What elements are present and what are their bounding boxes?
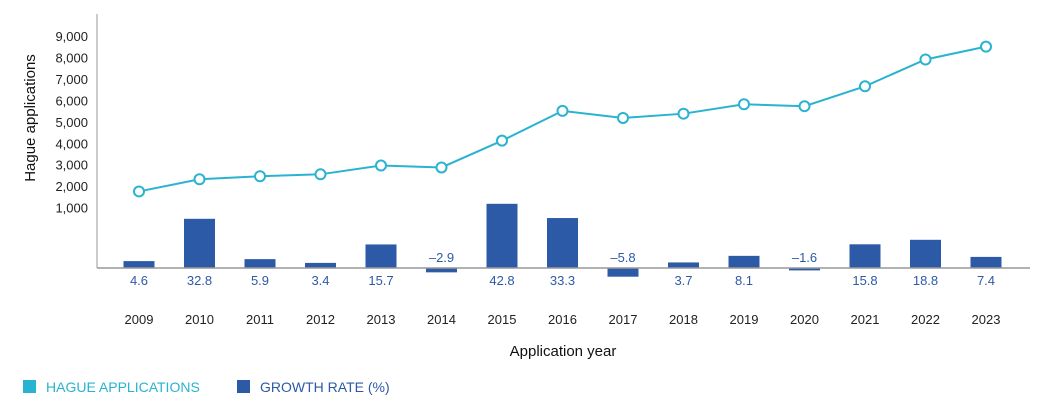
- growth-label-2018: 3.7: [674, 273, 692, 288]
- growth-bar-2013: [366, 244, 397, 268]
- y-tick-label: 6,000: [55, 93, 88, 108]
- x-tick-label: 2011: [246, 312, 274, 327]
- growth-label-2009: 4.6: [130, 273, 148, 288]
- hague-point-2012: [316, 169, 326, 179]
- y-tick-label: 3,000: [55, 158, 88, 173]
- growth-label-2012: 3.4: [311, 273, 329, 288]
- hague-applications-line: [139, 47, 986, 192]
- growth-label-2016: 33.3: [550, 273, 575, 288]
- growth-bar-2021: [850, 244, 881, 268]
- x-tick-label: 2018: [669, 312, 698, 327]
- growth-label-2015: 42.8: [489, 273, 514, 288]
- y-tick-label: 8,000: [55, 51, 88, 66]
- x-tick-label: 2022: [911, 312, 940, 327]
- x-tick-label: 2010: [185, 312, 214, 327]
- growth-bar-2019: [729, 256, 760, 268]
- x-tick-label: 2013: [367, 312, 396, 327]
- hague-point-2011: [255, 171, 265, 181]
- growth-bar-2023: [971, 257, 1002, 268]
- x-tick-label: 2023: [972, 312, 1001, 327]
- y-axis-title: Hague applications: [22, 54, 39, 182]
- x-tick-label: 2020: [790, 312, 819, 327]
- growth-bar-2015: [487, 204, 518, 268]
- legend: HAGUE APPLICATIONS GROWTH RATE (%): [23, 379, 390, 395]
- hague-point-2020: [800, 101, 810, 111]
- y-tick-label: 4,000: [55, 136, 88, 151]
- hague-point-2009: [134, 186, 144, 196]
- growth-label-2013: 15.7: [368, 273, 393, 288]
- growth-bar-2011: [245, 259, 276, 268]
- growth-label-2010: 32.8: [187, 273, 212, 288]
- hague-applications-series: [134, 42, 991, 197]
- y-tick-label: 2,000: [55, 179, 88, 194]
- legend-swatch-growth-rate: [237, 380, 250, 393]
- hague-point-2017: [618, 113, 628, 123]
- hague-point-2015: [497, 136, 507, 146]
- hague-point-2014: [437, 162, 447, 172]
- growth-bar-2017: [608, 268, 639, 277]
- growth-bar-2009: [124, 261, 155, 268]
- hague-point-2021: [860, 81, 870, 91]
- legend-label-growth-rate: GROWTH RATE (%): [260, 379, 390, 395]
- x-axis-ticks: 2009 2010 2011 2012 2013 2014 2015 2016 2017 2018…: [125, 312, 1001, 327]
- x-tick-label: 2019: [730, 312, 759, 327]
- x-tick-label: 2012: [306, 312, 335, 327]
- x-tick-label: 2015: [488, 312, 517, 327]
- growth-bar-2022: [910, 240, 941, 268]
- y-tick-label: 9,000: [55, 29, 88, 44]
- x-tick-label: 2021: [851, 312, 880, 327]
- hague-point-2016: [558, 106, 568, 116]
- hague-point-2018: [679, 109, 689, 119]
- x-tick-label: 2017: [609, 312, 638, 327]
- growth-bar-2010: [184, 219, 215, 268]
- growth-label-2023: 7.4: [977, 273, 995, 288]
- y-tick-label: 7,000: [55, 72, 88, 87]
- growth-bar-2018: [668, 262, 699, 268]
- y-axis-ticks: 1,000 2,000 3,000 4,000 5,000 6,000 7,000 8,000…: [55, 29, 88, 215]
- growth-label-2021: 15.8: [852, 273, 877, 288]
- growth-label-2014: –2.9: [429, 250, 454, 265]
- legend-swatch-hague-applications: [23, 380, 36, 393]
- growth-label-2020: –1.6: [792, 250, 817, 265]
- hague-point-2023: [981, 42, 991, 52]
- y-tick-label: 5,000: [55, 115, 88, 130]
- growth-bar-2012: [305, 263, 336, 268]
- hague-point-2022: [921, 54, 931, 64]
- growth-rate-bars: [124, 204, 1002, 277]
- x-tick-label: 2016: [548, 312, 577, 327]
- x-tick-label: 2014: [427, 312, 456, 327]
- growth-label-2011: 5.9: [251, 273, 269, 288]
- x-tick-label: 2009: [125, 312, 154, 327]
- hague-point-2010: [195, 174, 205, 184]
- growth-label-2017: –5.8: [610, 250, 635, 265]
- growth-label-2019: 8.1: [735, 273, 753, 288]
- growth-bar-2016: [547, 218, 578, 268]
- legend-label-hague-applications: HAGUE APPLICATIONS: [46, 379, 200, 395]
- hague-point-2013: [376, 161, 386, 171]
- growth-label-2022: 18.8: [913, 273, 938, 288]
- x-axis-title: Application year: [510, 343, 617, 360]
- hague-point-2019: [739, 99, 749, 109]
- y-tick-label: 1,000: [55, 201, 88, 216]
